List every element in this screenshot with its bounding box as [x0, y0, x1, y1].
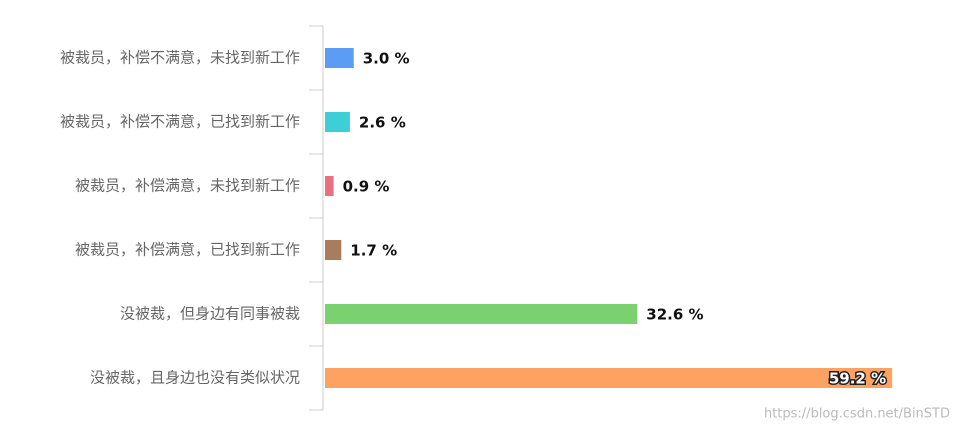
bar	[325, 304, 638, 324]
y-tick-label: 被裁员，补偿不满意，已找到新工作	[60, 113, 300, 131]
watermark: https://blog.csdn.net/BinSTD	[764, 407, 950, 422]
y-tick-label: 被裁员，补偿不满意，未找到新工作	[60, 49, 300, 67]
bar	[325, 112, 350, 132]
bar	[325, 368, 893, 388]
y-tick-label: 没被裁，但身边有同事被裁	[120, 305, 300, 323]
value-label: 2.6 %	[359, 114, 406, 132]
bar	[325, 240, 342, 260]
y-tick-label: 被裁员，补偿满意，未找到新工作	[75, 177, 300, 195]
value-label: 1.7 %	[350, 242, 397, 260]
value-label: 0.9 %	[343, 178, 390, 196]
bar	[325, 176, 334, 196]
y-tick-label: 没被裁，且身边也没有类似状况	[90, 369, 300, 387]
value-label: 59.2 %	[829, 370, 886, 388]
value-label: 3.0 %	[363, 50, 410, 68]
value-label: 32.6 %	[646, 306, 703, 324]
y-tick-label: 被裁员，补偿满意，已找到新工作	[75, 241, 300, 259]
bar	[325, 48, 354, 68]
